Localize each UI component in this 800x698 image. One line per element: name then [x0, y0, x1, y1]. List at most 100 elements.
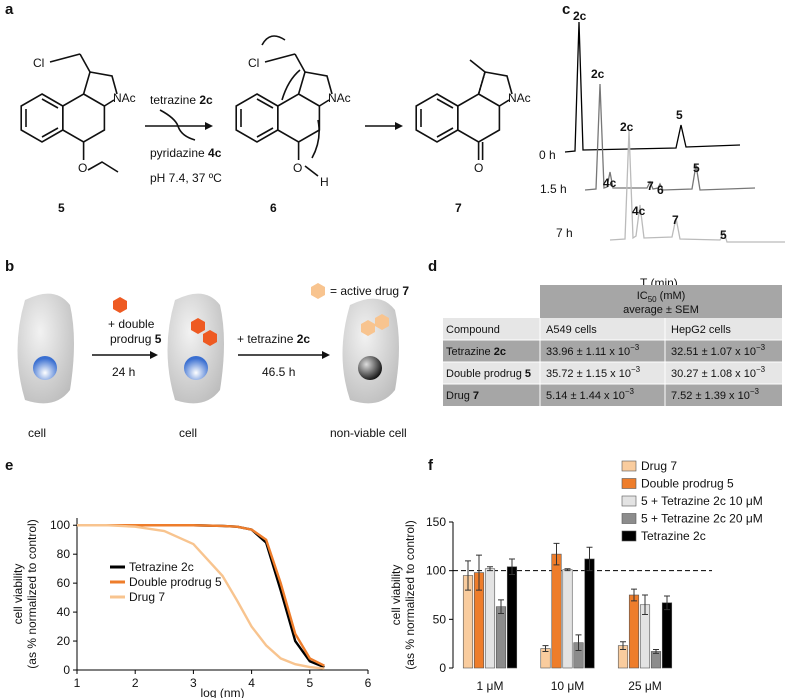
legend-swatch: [621, 460, 637, 472]
y-tick-label: 100: [426, 564, 446, 578]
legend-text: = active drug 7: [330, 284, 409, 298]
panel-label: c: [562, 1, 570, 18]
cell-label: cell: [28, 426, 46, 440]
column-header: HepG2 cells: [671, 324, 731, 336]
bar: [506, 566, 518, 669]
error-bar: [498, 599, 504, 614]
bar: [562, 569, 573, 669]
bar: [495, 606, 507, 669]
peak-label: 4c: [632, 204, 646, 218]
atom: H: [320, 175, 329, 189]
atom: O: [78, 161, 87, 175]
time-label: 1.5 h: [540, 182, 567, 196]
bar: [650, 651, 662, 669]
x-tick-label: 4: [248, 676, 255, 690]
error-bar: [542, 645, 549, 652]
x-axis-label: log (nm): [200, 686, 244, 698]
table-cell: 33.96 ± 1.11 x 10−3: [546, 343, 640, 358]
y-tick-label: 50: [433, 612, 447, 626]
legend-label: Double prodrug 5: [129, 575, 222, 589]
peak-label: 5: [720, 228, 727, 242]
y-tick-label: 20: [57, 634, 71, 648]
peak-label: 2c: [591, 67, 605, 81]
x-tick-label: 10 μM: [551, 679, 585, 693]
error-bar: [465, 560, 471, 591]
charts: e 0 20 40 60 80 100 1 2 3 4 5 6 log (nm) cell viabilit…: [5, 457, 763, 698]
panel-label: a: [5, 1, 14, 18]
legend-label: Drug 7: [641, 459, 677, 473]
table-header: average ± SEM: [623, 304, 699, 316]
table-cell: 32.51 ± 1.07 x 10−3: [671, 343, 766, 358]
step-text: prodrug 5: [110, 332, 162, 346]
legend-label: 5 + Tetrazine 2c 20 μM: [641, 512, 763, 526]
x-tick-label: 3: [190, 676, 197, 690]
series-line: [77, 524, 325, 670]
y-axis-label: cell viability(as % normalized to contro…: [389, 520, 417, 669]
step-text: + tetrazine 2c: [237, 332, 310, 346]
error-bar: [631, 588, 637, 602]
table-cell: 35.72 ± 1.15 x 10−3: [546, 365, 641, 380]
error-bar: [553, 542, 560, 566]
peak-label: 7: [647, 179, 654, 193]
step-text: + double: [108, 317, 155, 331]
cell-label: non-viable cell: [330, 426, 407, 440]
y-tick-label: 80: [57, 547, 71, 561]
panel-label: d: [428, 258, 437, 275]
panel-label: e: [5, 457, 13, 474]
row-header: Double prodrug 5: [446, 368, 531, 380]
y-tick-label: 100: [50, 518, 70, 532]
y-tick-label: 150: [426, 515, 446, 529]
bar: [584, 558, 595, 669]
atom: O: [474, 161, 483, 175]
peak-label: 5: [693, 161, 700, 175]
x-tick-label: 2: [132, 676, 139, 690]
peak-label: 2c: [573, 9, 587, 23]
x-tick-label: 1 μM: [477, 679, 504, 693]
peak-label: 7: [672, 213, 679, 227]
x-tick-label: 1: [74, 676, 81, 690]
atom: NAc: [328, 91, 351, 105]
legend-label: 5 + Tetrazine 2c 10 μM: [641, 494, 763, 508]
x-tick-label: 5: [306, 676, 313, 690]
y-tick-label: 0: [439, 661, 446, 675]
error-bar: [620, 641, 626, 651]
error-bar: [586, 546, 593, 572]
panel-label: f: [428, 457, 434, 474]
bar: [551, 553, 562, 669]
time: 24 h: [112, 365, 135, 379]
atom: NAc: [508, 91, 531, 105]
cell-label: cell: [179, 426, 197, 440]
legend-swatch: [621, 513, 637, 524]
conditions: pH 7.4, 37 ºC: [150, 171, 222, 185]
atom: Cl: [33, 56, 44, 70]
bar: [484, 568, 496, 669]
compound-number: 6: [270, 201, 277, 215]
panel-a: a Cl NAc O 5 tetrazine 2c pyridazine 4c …: [5, 1, 531, 215]
y-tick-label: 60: [57, 576, 71, 590]
column-header: A549 cells: [546, 324, 597, 336]
compound-number: 7: [455, 201, 462, 215]
series-line: [77, 524, 325, 667]
atom: Cl: [248, 56, 259, 70]
atom: O: [293, 161, 302, 175]
row-header: Drug 7: [446, 390, 479, 402]
error-bar: [575, 634, 582, 651]
bar: [661, 602, 673, 669]
atom: NAc: [113, 91, 136, 105]
error-bar: [509, 558, 515, 576]
panel-b: b cell + double prodrug 5 24 h cell + te…: [5, 258, 409, 440]
panel-label: b: [5, 258, 14, 275]
error-bar: [476, 554, 482, 591]
row-header: Tetrazine 2c: [446, 346, 506, 358]
bar: [628, 594, 640, 669]
peak-label: 2c: [620, 120, 634, 134]
table-header: IC50 (mM): [637, 290, 686, 304]
legend-swatch: [621, 495, 637, 507]
error-bar: [487, 566, 493, 572]
x-tick-label: 6: [365, 676, 372, 690]
peak-label: 6: [657, 183, 664, 197]
panel-d: d IC50 (mM) average ± SEM Compound A549 …: [428, 258, 782, 406]
time-label: 7 h: [556, 226, 573, 240]
error-bar: [642, 594, 648, 615]
